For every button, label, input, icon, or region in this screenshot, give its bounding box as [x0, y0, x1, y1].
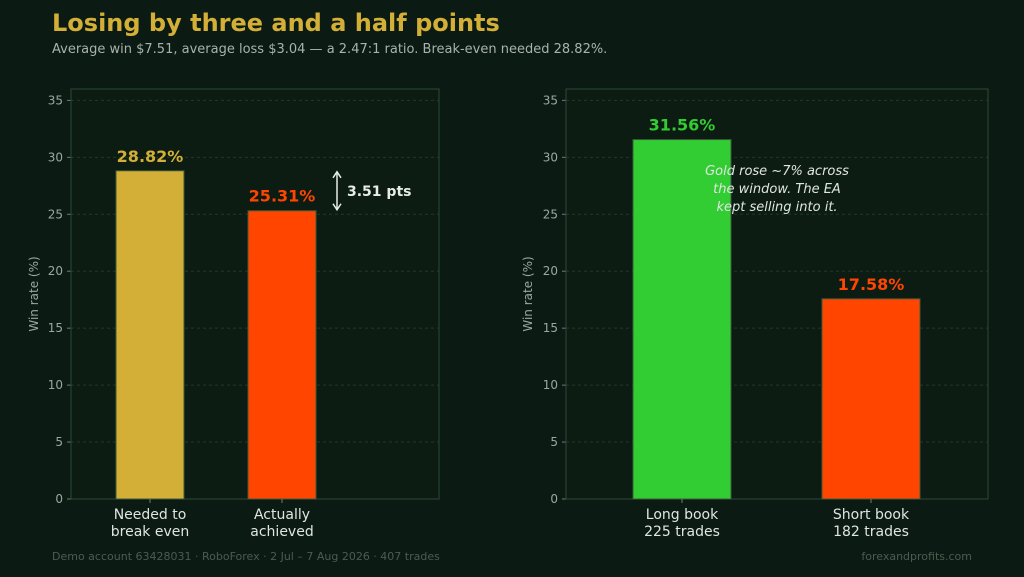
chart1-ytick-label: 25	[48, 207, 63, 221]
footer-account-info: Demo account 63428031 · RoboForex · 2 Ju…	[52, 550, 440, 563]
chart2-ytick-label: 20	[543, 264, 558, 278]
chart1-data-label: 28.82%	[117, 147, 184, 166]
chart2-category-label: Long book	[646, 507, 719, 523]
chart2-category-label: 225 trades	[644, 524, 720, 540]
chart2-ytick-label: 5	[550, 435, 558, 449]
chart2-ytick-label: 0	[550, 492, 558, 506]
chart1-bar	[115, 170, 185, 500]
chart1-gap-arrowhead-up	[332, 170, 342, 179]
chart1-bar	[247, 210, 317, 500]
chart2-category-label: Short book	[833, 507, 910, 523]
chart2-note-annotation: kept selling into it.	[716, 200, 837, 215]
chart-title: Losing by three and a half points	[52, 9, 500, 37]
chart-subtitle: Average win $7.51, average loss $3.04 — …	[52, 42, 608, 57]
chart1-category-label: Actually	[254, 507, 310, 523]
chart1-category-label: Needed to	[114, 507, 187, 523]
chart2-frame	[565, 88, 989, 500]
chart1-category-label: break even	[111, 524, 189, 540]
chart2-ylabel: Win rate (%)	[521, 256, 535, 331]
chart2-plot-area	[566, 89, 988, 499]
chart2-bar	[632, 139, 732, 500]
chart1-ytick-label: 10	[48, 378, 63, 392]
chart2-note-annotation: Gold rose ~7% across	[705, 164, 849, 179]
chart2-ytick-label: 30	[543, 150, 558, 164]
footer-site: forexandprofits.com	[861, 550, 972, 563]
chart2-ytick-label: 10	[543, 378, 558, 392]
chart2-data-label: 31.56%	[649, 116, 716, 135]
chart1-gap-annotation: 3.51 pts	[347, 184, 411, 200]
chart1-ytick-label: 35	[48, 93, 63, 107]
chart1-ytick-label: 15	[48, 321, 63, 335]
chart2-bar	[821, 298, 921, 500]
chart1-category-label: achieved	[250, 524, 313, 540]
chart1-ytick-label: 20	[48, 264, 63, 278]
chart1-ytick-label: 5	[55, 435, 63, 449]
chart2-category-label: 182 trades	[833, 524, 909, 540]
chart2-ytick-label: 35	[543, 93, 558, 107]
chart2-ytick-label: 25	[543, 207, 558, 221]
chart1-ytick-label: 30	[48, 150, 63, 164]
chart1-data-label: 25.31%	[249, 187, 316, 206]
chart2-note-annotation: the window. The EA	[713, 182, 841, 197]
chart2-data-label: 17.58%	[838, 275, 905, 294]
chart1-ylabel: Win rate (%)	[27, 256, 41, 331]
chart1-gap-arrowhead-down	[332, 203, 342, 212]
chart2-ytick-label: 15	[543, 321, 558, 335]
chart1-ytick-label: 0	[55, 492, 63, 506]
